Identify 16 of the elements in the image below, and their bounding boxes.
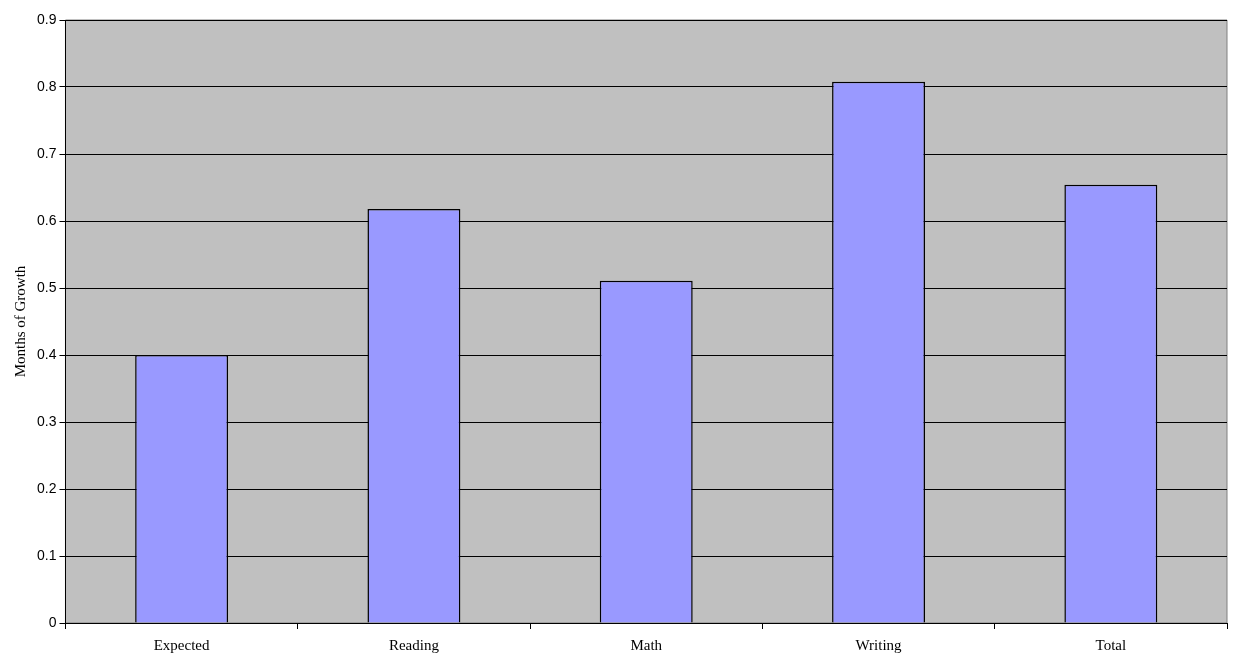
x-tick-label: Expected (153, 636, 211, 653)
y-tick-label: 0.9 (36, 10, 57, 27)
y-axis-title: Months of Growth (11, 265, 28, 378)
y-tick-label: 0.3 (36, 412, 57, 429)
y-tick-label: 0.8 (36, 77, 57, 94)
y-tick-label: 0.7 (36, 144, 57, 161)
y-tick-label: 0.4 (36, 345, 57, 362)
y-tick-label: 0.1 (36, 546, 57, 563)
x-tick-label: Total (1095, 636, 1127, 653)
y-tick-label: 0.5 (36, 278, 57, 295)
x-tick-label: Reading (388, 636, 440, 653)
y-tick-label: 0.2 (36, 479, 57, 496)
y-tick-label: 0.6 (36, 211, 57, 228)
x-tick-label: Math (630, 636, 663, 653)
x-tick-label: Writing (855, 636, 903, 653)
y-tick-label: 0 (48, 613, 57, 630)
